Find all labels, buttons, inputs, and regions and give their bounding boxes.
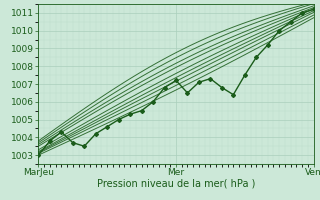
X-axis label: Pression niveau de la mer( hPa ): Pression niveau de la mer( hPa ) [97,179,255,189]
